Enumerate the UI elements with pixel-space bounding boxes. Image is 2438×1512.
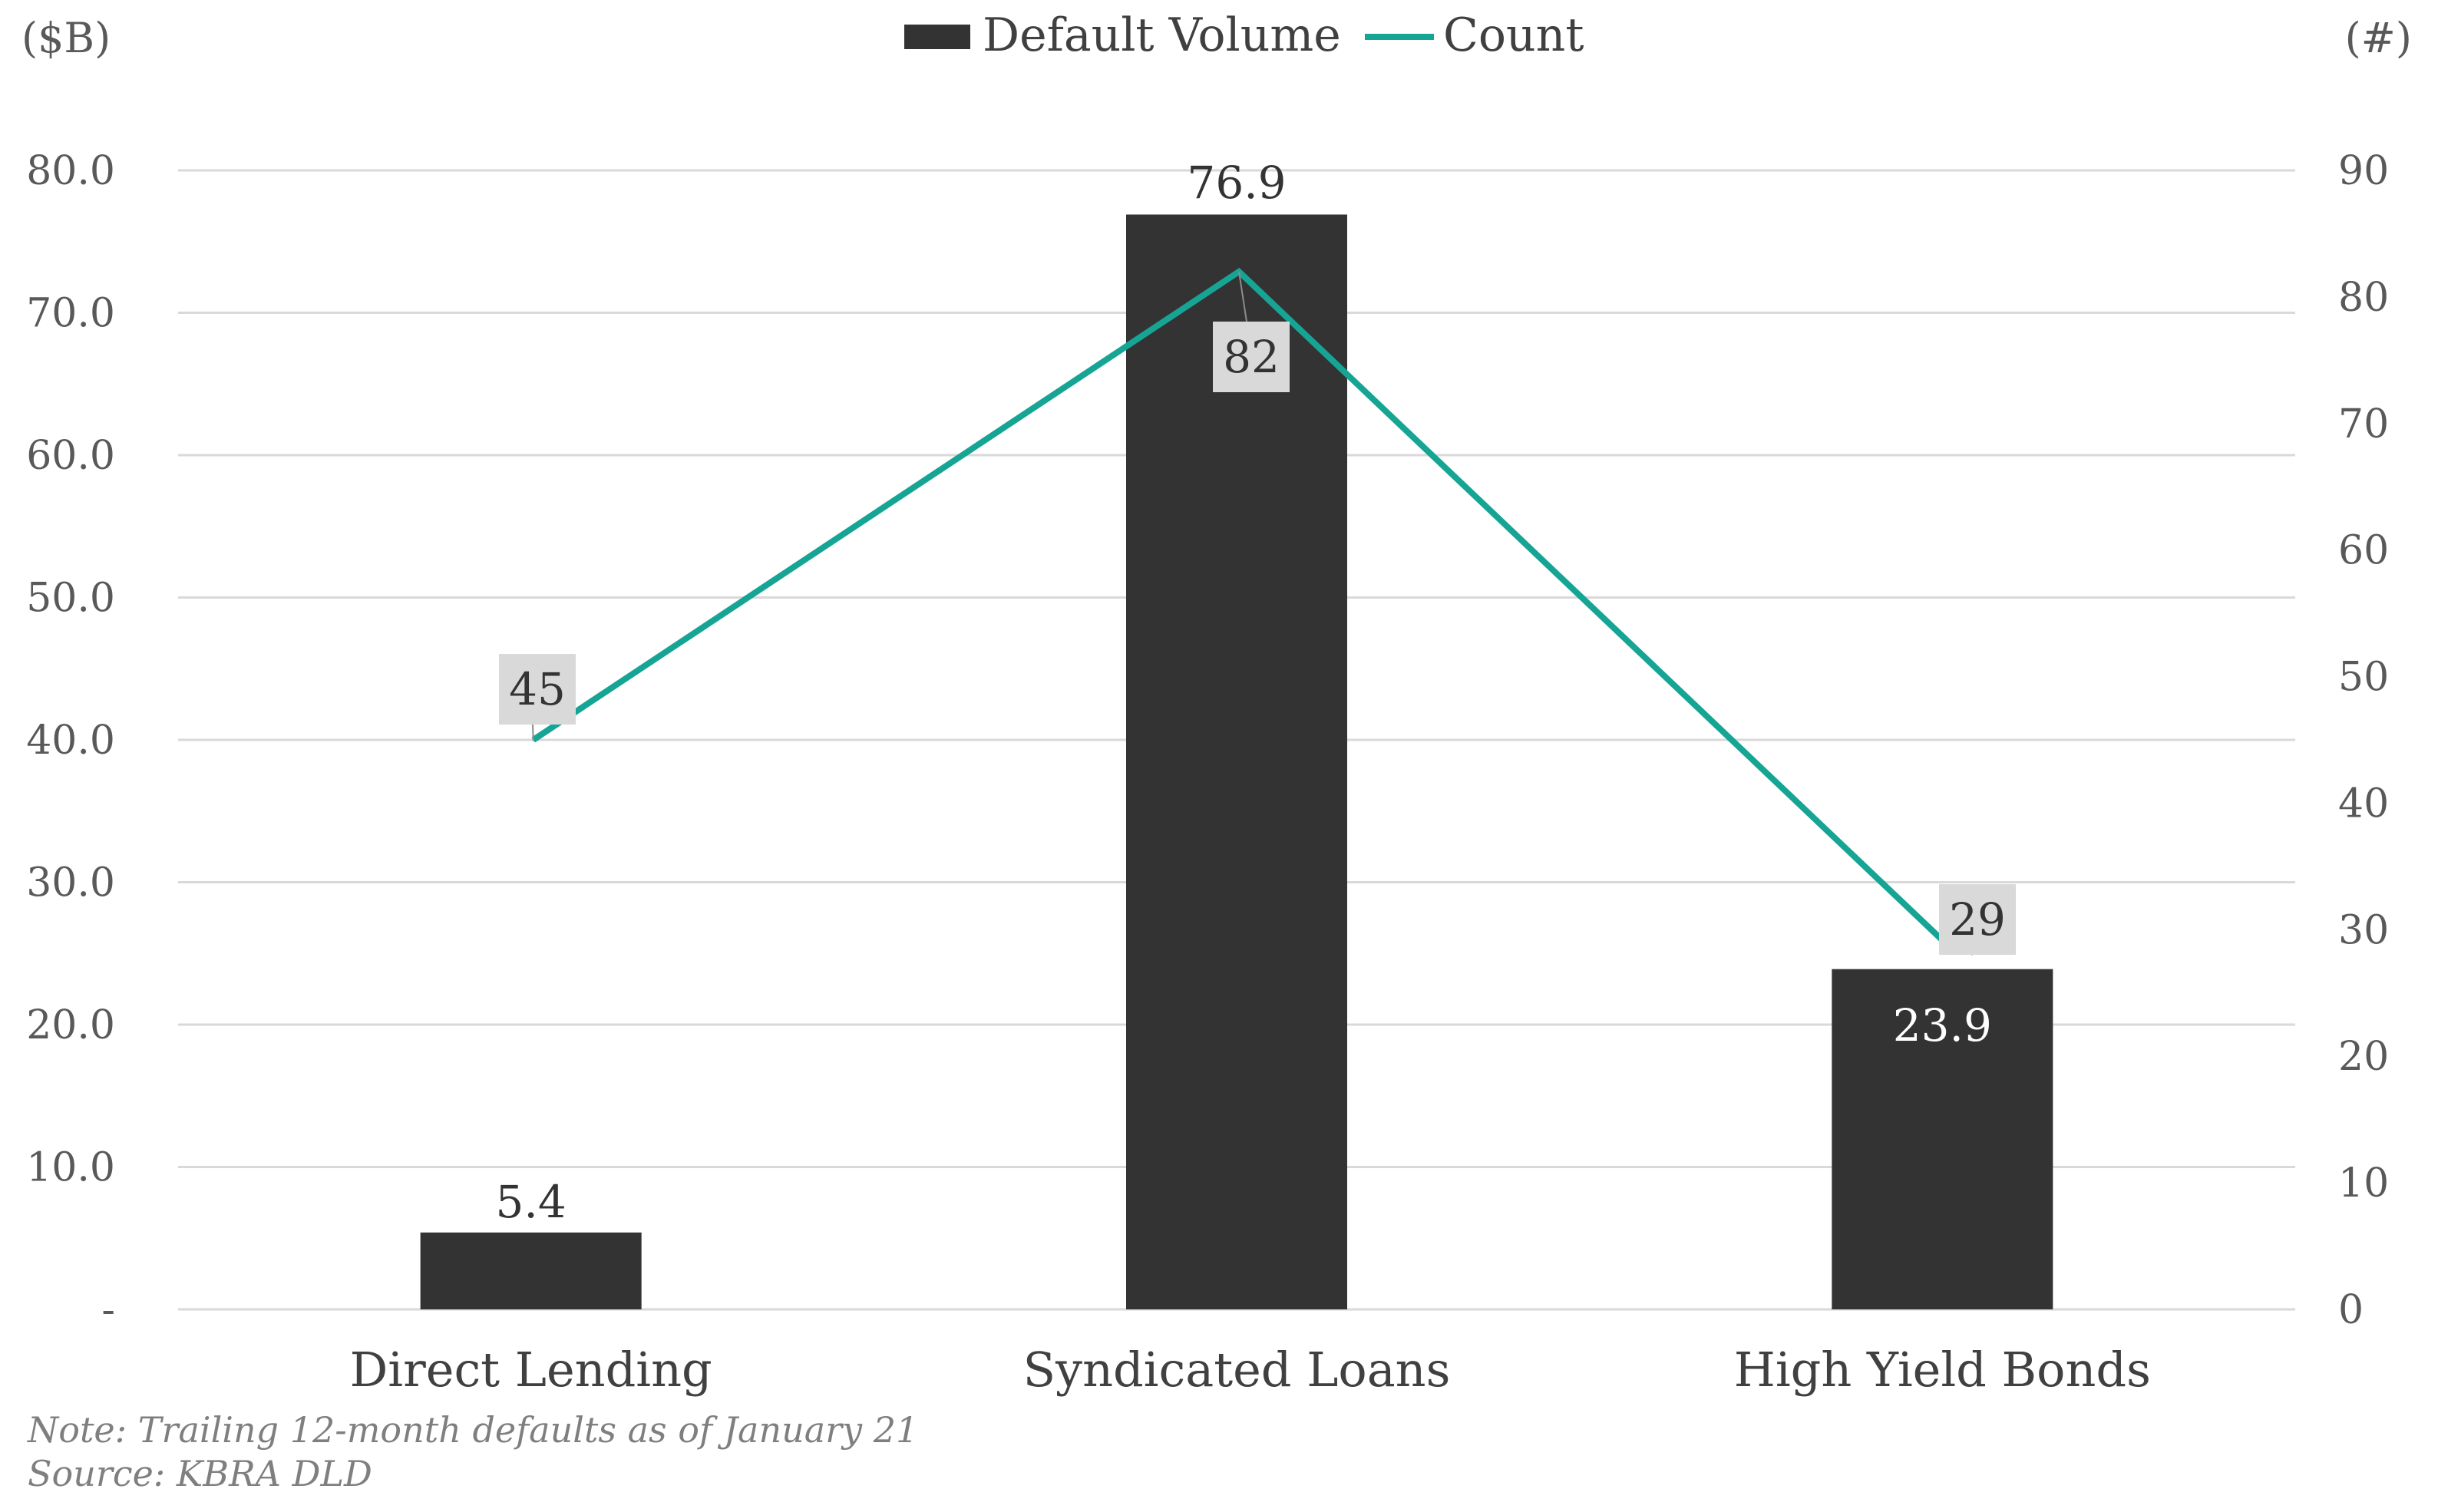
left-tick-label: 40.0	[26, 718, 115, 764]
legend-swatch-default-volume	[904, 25, 970, 49]
right-tick-label: 50	[2338, 655, 2389, 701]
left-tick-label: -	[101, 1287, 115, 1333]
left-tick-label: 30.0	[26, 860, 115, 906]
count-value-label: 45	[509, 663, 566, 715]
right-tick-label: 60	[2338, 528, 2389, 574]
right-tick-label: 40	[2338, 781, 2389, 827]
right-tick-label: 10	[2338, 1160, 2389, 1207]
bar	[420, 1232, 642, 1309]
legend: Default Volume Count	[904, 8, 1584, 62]
legend-label-count: Count	[1443, 8, 1584, 62]
note-text: Note: Trailing 12-month defaults as of J…	[28, 1409, 919, 1451]
category-label: High Yield Bonds	[1734, 1342, 2151, 1398]
axes: - 10.0 20.0 30.0 40.0 50.0 60.0 70.0 80.0 0 10 20 30…	[21, 14, 2412, 1398]
right-tick-label: 20	[2338, 1034, 2389, 1080]
left-tick-label: 80.0	[26, 148, 115, 194]
count-label-box	[499, 654, 576, 725]
right-tick-label: 30	[2338, 907, 2389, 953]
left-tick-label: 70.0	[26, 291, 115, 337]
right-tick-label: 90	[2338, 148, 2389, 194]
leader-line	[1238, 271, 1247, 322]
right-tick-label: 80	[2338, 275, 2389, 321]
bar	[1832, 969, 2053, 1309]
count-value-label: 29	[1949, 893, 2006, 946]
right-tick-label: 0	[2338, 1287, 2364, 1333]
source-text: Source: KBRA DLD	[28, 1453, 372, 1494]
leader-line	[532, 724, 534, 741]
bar	[1126, 214, 1347, 1309]
left-tick-label: 10.0	[26, 1145, 115, 1191]
bar-value-label: 5.4	[496, 1176, 567, 1228]
right-tick-label: 70	[2338, 401, 2389, 447]
right-axis-title: (#)	[2345, 14, 2412, 62]
count-label-box	[1213, 322, 1290, 392]
left-axis-title: ($B)	[21, 14, 111, 62]
count-label-box	[1939, 884, 2016, 955]
left-tick-label: 60.0	[26, 433, 115, 479]
bars-default-volume	[420, 214, 2053, 1309]
category-label: Syndicated Loans	[1023, 1342, 1451, 1398]
category-label: Direct Lending	[350, 1342, 712, 1398]
left-tick-label: 50.0	[26, 576, 115, 622]
count-value-label: 82	[1223, 331, 1280, 383]
bar-value-label: 23.9	[1893, 999, 1992, 1051]
legend-label-default-volume: Default Volume	[983, 8, 1341, 62]
bar-value-label: 76.9	[1187, 157, 1286, 209]
left-tick-label: 20.0	[26, 1002, 115, 1048]
data-labels: 5.4 76.9 23.9 45 82 29	[496, 157, 2016, 1228]
